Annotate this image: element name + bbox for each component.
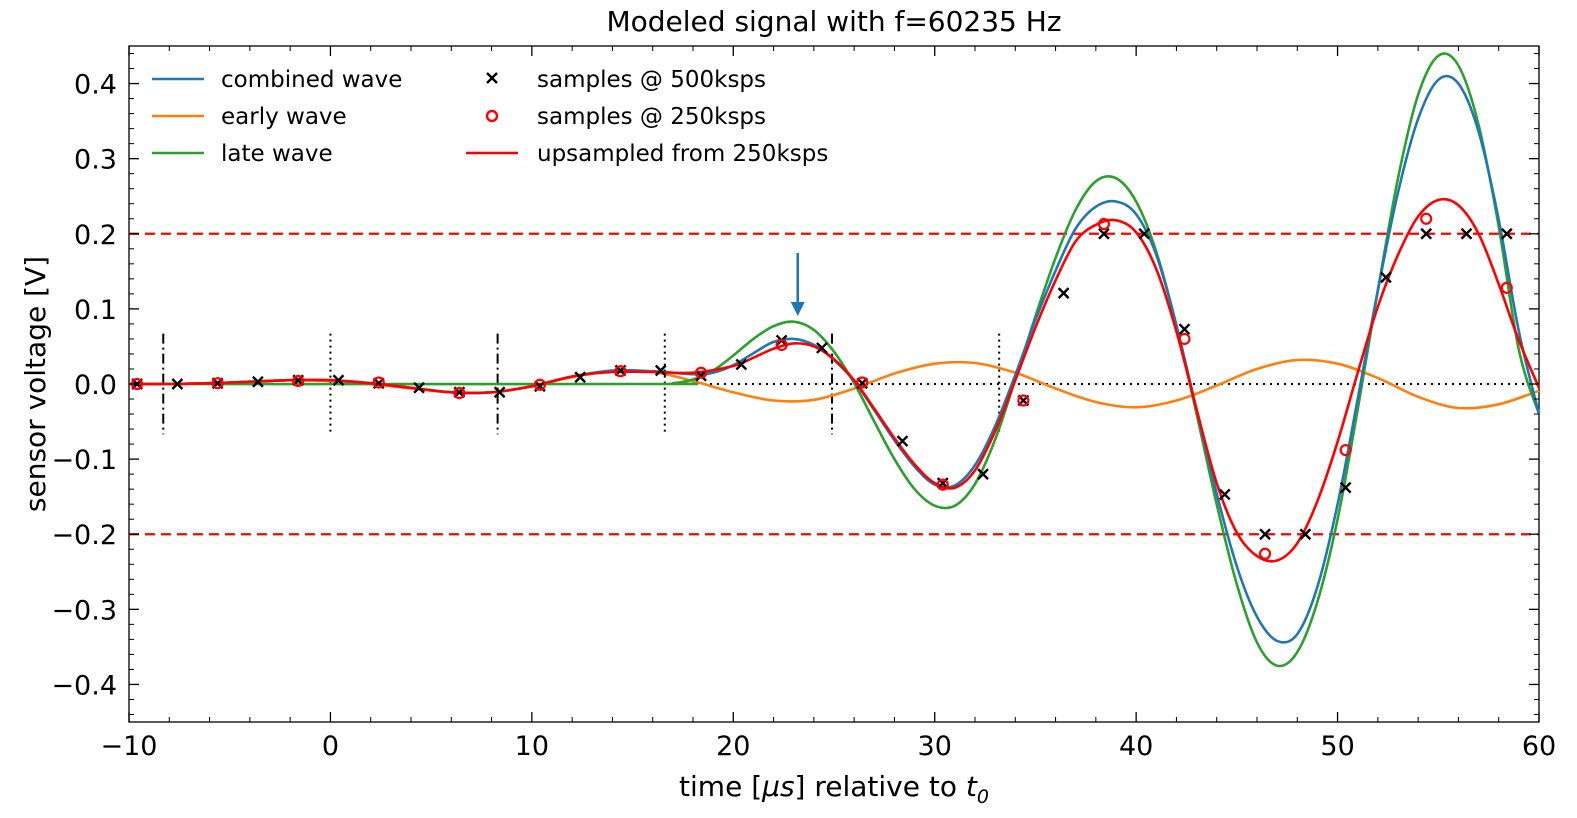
sample-250-point [211, 377, 224, 390]
sample-250-point [1258, 547, 1272, 560]
legend-label-500ksps: samples @ 500ksps [537, 67, 766, 93]
sample-250-point [775, 338, 788, 352]
sample-250-point [1339, 443, 1352, 457]
x-tick-label: −10 [101, 731, 158, 762]
sample-500-point [816, 342, 828, 354]
y-tick-label: −0.2 [51, 520, 117, 551]
y-tick-label: 0.2 [74, 220, 117, 251]
y-axis-ticks: −0.4 −0.3 −0.2 −0.1 0.0 0.1 0.2 0.3 0.4 [51, 53, 1539, 715]
y-tick-label: −0.1 [51, 445, 117, 476]
arrow-annotation [790, 253, 805, 316]
x-axis-label: time [μs] relative to t0 [679, 770, 989, 808]
sample-500-point [1178, 323, 1191, 336]
sample-500-point [1138, 227, 1151, 240]
x-axis-ticks: −10 0 10 20 30 40 50 60 [101, 46, 1556, 762]
x-tick-label: 50 [1320, 731, 1354, 762]
sample-500-point [1380, 271, 1392, 284]
sample-500-point [1299, 528, 1312, 541]
x-tick-label: 30 [918, 731, 952, 762]
sample-250-point [453, 386, 466, 400]
sample-500-point [574, 371, 587, 384]
legend-label-late: late wave [221, 141, 333, 167]
legend-swatch-250ksps [485, 109, 499, 123]
sample-500-point [1259, 528, 1271, 541]
x-tick-label: 10 [515, 731, 549, 762]
legend-label-upsampled: upsampled from 250ksps [537, 141, 828, 167]
sample-500-point [1460, 227, 1473, 240]
sample-250-point [614, 365, 627, 378]
series-line-late-wave [128, 52, 1541, 668]
arrow-head [790, 302, 805, 316]
legend-label-250ksps: samples @ 250ksps [537, 104, 766, 130]
legend: combined wave early wave late wave sampl… [152, 67, 828, 167]
sample-250-point [936, 478, 949, 491]
sample-250-point [1500, 281, 1513, 294]
sample-500-point [1500, 227, 1513, 240]
legend-swatch-500ksps [486, 72, 498, 84]
sample-500-point [252, 375, 264, 388]
x-tick-label: 0 [322, 731, 339, 762]
sample-250-point [292, 374, 305, 388]
sample-500-point [493, 386, 506, 399]
sample-250-point [1017, 394, 1030, 407]
y-tick-label: −0.3 [51, 595, 117, 626]
sample-250-point [694, 366, 708, 379]
sample-500-point [1098, 227, 1110, 240]
y-tick-label: 0.4 [74, 70, 117, 101]
sample-500-point [1420, 227, 1433, 240]
series-line-upsampled-from-250ksps [128, 197, 1541, 563]
x-label-subscript: 0 [977, 786, 989, 808]
chart-title: Modeled signal with f=60235 Hz [606, 5, 1061, 38]
sample-500-point [1057, 287, 1070, 299]
legend-label-combined: combined wave [221, 67, 402, 93]
x-label-prefix: time [ [679, 770, 762, 803]
sample-250-point [533, 378, 547, 391]
x-label-mu: μs [761, 770, 794, 803]
marker-lines [162, 333, 1001, 435]
sample-500-point [1339, 481, 1352, 494]
samples-250ksps-markers [130, 212, 1513, 560]
sample-500-point [896, 435, 909, 447]
x-label-mid: ] relative to [795, 770, 966, 803]
y-tick-label: 0.0 [74, 370, 117, 401]
y-tick-label: −0.4 [51, 670, 117, 701]
sample-500-point [735, 358, 748, 371]
series-lines [128, 52, 1541, 668]
sample-250-point [372, 376, 385, 389]
sample-500-point [1218, 488, 1231, 501]
sample-250-point [1097, 217, 1111, 231]
sample-500-point [654, 364, 667, 377]
y-tick-label: 0.3 [74, 145, 117, 176]
x-label-t: t [966, 770, 978, 803]
sample-500-point [413, 381, 425, 394]
sample-500-point [695, 369, 707, 382]
sample-500-point [171, 378, 184, 390]
y-tick-label: 0.1 [74, 295, 117, 326]
sample-250-point [1420, 212, 1433, 225]
x-tick-label: 20 [716, 731, 750, 762]
x-tick-label: 40 [1119, 731, 1153, 762]
sample-250-point [1178, 332, 1191, 346]
sample-500-point [977, 468, 989, 480]
y-axis-label: sensor voltage [V] [19, 256, 52, 512]
x-tick-label: 60 [1522, 731, 1556, 762]
sample-250-point [856, 376, 869, 389]
legend-label-early: early wave [221, 104, 347, 130]
sample-500-point [332, 374, 345, 387]
